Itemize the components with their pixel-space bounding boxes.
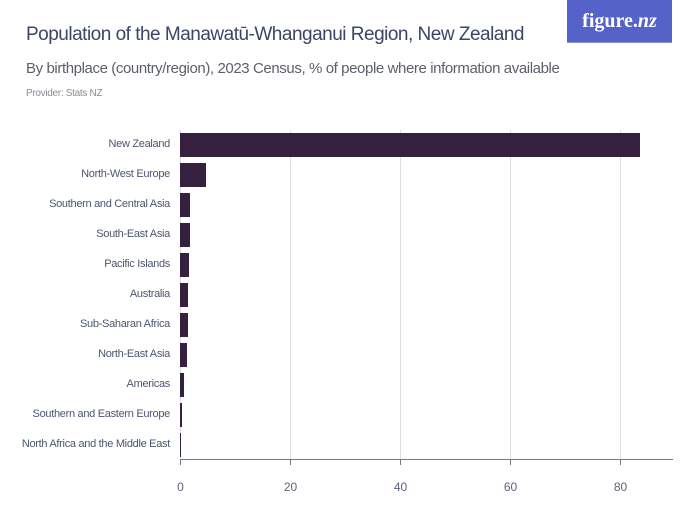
bar[interactable]	[180, 403, 182, 427]
x-tick	[290, 459, 291, 465]
x-axis	[180, 459, 673, 460]
bar[interactable]	[180, 253, 189, 277]
x-tick-label: 80	[613, 480, 628, 494]
category-label: South-East Asia	[96, 228, 170, 240]
bar[interactable]	[180, 313, 188, 337]
bar[interactable]	[180, 433, 182, 457]
bar[interactable]	[180, 283, 189, 307]
logo-text: figure.	[582, 9, 638, 32]
category-label: Southern and Central Asia	[49, 198, 170, 210]
category-label: North Africa and the Middle East	[21, 438, 170, 450]
bar[interactable]	[180, 223, 190, 247]
gridline	[290, 130, 291, 460]
x-tick-label: 0	[177, 480, 184, 494]
gridline	[510, 130, 511, 460]
bar[interactable]	[180, 373, 185, 397]
category-label: North-East Asia	[98, 348, 170, 360]
gridline	[400, 130, 401, 460]
chart-subtitle: By birthplace (country/region), 2023 Cen…	[26, 60, 560, 77]
logo-text-nz: nz	[637, 9, 657, 32]
x-tick	[510, 459, 511, 465]
x-tick	[620, 459, 621, 465]
x-tick	[400, 459, 401, 465]
category-label: Australia	[129, 288, 170, 300]
x-tick-label: 60	[503, 480, 518, 494]
category-label: North-West Europe	[81, 168, 170, 180]
bar[interactable]	[180, 343, 187, 367]
figure-nz-logo[interactable]: figure. nz	[567, 0, 672, 43]
category-label: Americas	[126, 378, 171, 390]
chart-title: Population of the Manawatū-Whanganui Reg…	[26, 24, 525, 45]
bar[interactable]	[180, 133, 640, 157]
x-tick-label: 40	[393, 480, 408, 494]
data-provider: Provider: Stats NZ	[26, 88, 103, 99]
category-label: Pacific Islands	[104, 258, 170, 270]
x-tick-label: 20	[283, 480, 298, 494]
category-label: New Zealand	[108, 138, 170, 150]
bar[interactable]	[180, 163, 206, 187]
gridline	[620, 130, 621, 460]
category-label: Sub-Saharan Africa	[80, 318, 170, 330]
bar[interactable]	[180, 193, 191, 217]
x-tick	[180, 459, 181, 465]
category-label: Southern and Eastern Europe	[32, 408, 171, 420]
